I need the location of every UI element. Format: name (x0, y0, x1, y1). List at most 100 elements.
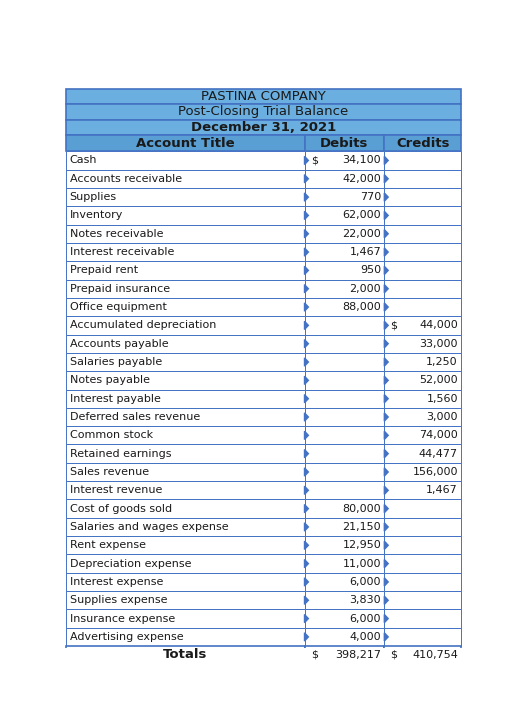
Text: 1,467: 1,467 (350, 247, 381, 257)
Polygon shape (384, 560, 388, 568)
Text: $: $ (391, 649, 397, 660)
Bar (66, 206, 304, 224)
Bar (66, 280, 304, 298)
Polygon shape (384, 431, 388, 440)
Bar (384, 353, 461, 371)
Text: 950: 950 (360, 266, 381, 275)
Text: Post-Closing Trial Balance: Post-Closing Trial Balance (178, 106, 348, 119)
Text: Retained earnings: Retained earnings (70, 448, 171, 459)
Polygon shape (384, 523, 388, 531)
Text: $: $ (391, 320, 397, 331)
Text: 770: 770 (360, 192, 381, 202)
Polygon shape (384, 449, 388, 458)
Bar (384, 335, 461, 353)
Text: 44,000: 44,000 (419, 320, 458, 331)
Bar (304, 170, 384, 188)
Polygon shape (304, 523, 308, 531)
Bar (66, 426, 304, 445)
Text: 22,000: 22,000 (342, 229, 381, 239)
Polygon shape (304, 248, 308, 256)
Bar (66, 609, 304, 628)
Polygon shape (384, 248, 388, 256)
Text: Account Title: Account Title (136, 137, 234, 150)
Bar (66, 408, 304, 426)
Text: Totals: Totals (163, 648, 207, 661)
Polygon shape (304, 193, 308, 201)
Bar (66, 316, 304, 335)
Polygon shape (304, 376, 308, 384)
Text: 1,560: 1,560 (427, 394, 458, 403)
Bar (304, 408, 384, 426)
Bar (384, 481, 461, 499)
Text: Supplies: Supplies (70, 192, 117, 202)
Bar (384, 609, 461, 628)
Bar (66, 89, 461, 104)
Bar (66, 591, 304, 609)
Text: $: $ (310, 156, 318, 165)
Text: 62,000: 62,000 (343, 210, 381, 221)
Text: Cost of goods sold: Cost of goods sold (70, 504, 172, 514)
Bar (66, 481, 304, 499)
Bar (304, 499, 384, 518)
Text: 44,477: 44,477 (419, 448, 458, 459)
Text: Notes payable: Notes payable (70, 376, 150, 385)
Text: Inventory: Inventory (70, 210, 123, 221)
Polygon shape (384, 175, 388, 183)
Text: Deferred sales revenue: Deferred sales revenue (70, 412, 200, 422)
Polygon shape (384, 266, 388, 274)
Text: 3,000: 3,000 (427, 412, 458, 422)
Polygon shape (304, 614, 308, 622)
Bar (384, 280, 461, 298)
Bar (384, 298, 461, 316)
Text: Supplies expense: Supplies expense (70, 596, 167, 605)
Text: Insurance expense: Insurance expense (70, 614, 175, 624)
Bar (66, 463, 304, 481)
Polygon shape (384, 358, 388, 366)
Text: Interest payable: Interest payable (70, 394, 160, 403)
Polygon shape (384, 505, 388, 513)
Bar (66, 628, 304, 646)
Text: Sales revenue: Sales revenue (70, 467, 149, 477)
Bar (304, 426, 384, 445)
Polygon shape (384, 395, 388, 403)
Bar (66, 135, 304, 151)
Text: 74,000: 74,000 (419, 430, 458, 440)
Text: Common stock: Common stock (70, 430, 153, 440)
Text: Interest expense: Interest expense (70, 577, 163, 587)
Polygon shape (384, 303, 388, 311)
Polygon shape (384, 157, 388, 165)
Polygon shape (304, 321, 308, 330)
Bar (384, 426, 461, 445)
Polygon shape (304, 449, 308, 458)
Bar (66, 573, 304, 591)
Polygon shape (304, 339, 308, 348)
Bar (384, 628, 461, 646)
Bar (384, 408, 461, 426)
Text: $: $ (310, 649, 318, 660)
Text: Interest revenue: Interest revenue (70, 486, 162, 495)
Text: Credits: Credits (396, 137, 449, 150)
Bar (304, 280, 384, 298)
Bar (304, 316, 384, 335)
Bar (304, 135, 384, 151)
Bar (304, 261, 384, 280)
Bar (66, 536, 304, 555)
Text: 21,150: 21,150 (343, 522, 381, 532)
Text: Accumulated depreciation: Accumulated depreciation (70, 320, 216, 331)
Bar (66, 298, 304, 316)
Text: Notes receivable: Notes receivable (70, 229, 163, 239)
Polygon shape (304, 505, 308, 513)
Bar (66, 188, 304, 206)
Text: 34,100: 34,100 (343, 156, 381, 165)
Text: Prepaid rent: Prepaid rent (70, 266, 138, 275)
Bar (66, 445, 304, 463)
Bar (384, 536, 461, 555)
Bar (304, 518, 384, 536)
Text: 42,000: 42,000 (342, 174, 381, 183)
Bar (304, 646, 384, 663)
Text: Depreciation expense: Depreciation expense (70, 558, 191, 569)
Text: 12,950: 12,950 (342, 540, 381, 550)
Text: Prepaid insurance: Prepaid insurance (70, 284, 170, 293)
Bar (384, 316, 461, 335)
Text: Rent expense: Rent expense (70, 540, 145, 550)
